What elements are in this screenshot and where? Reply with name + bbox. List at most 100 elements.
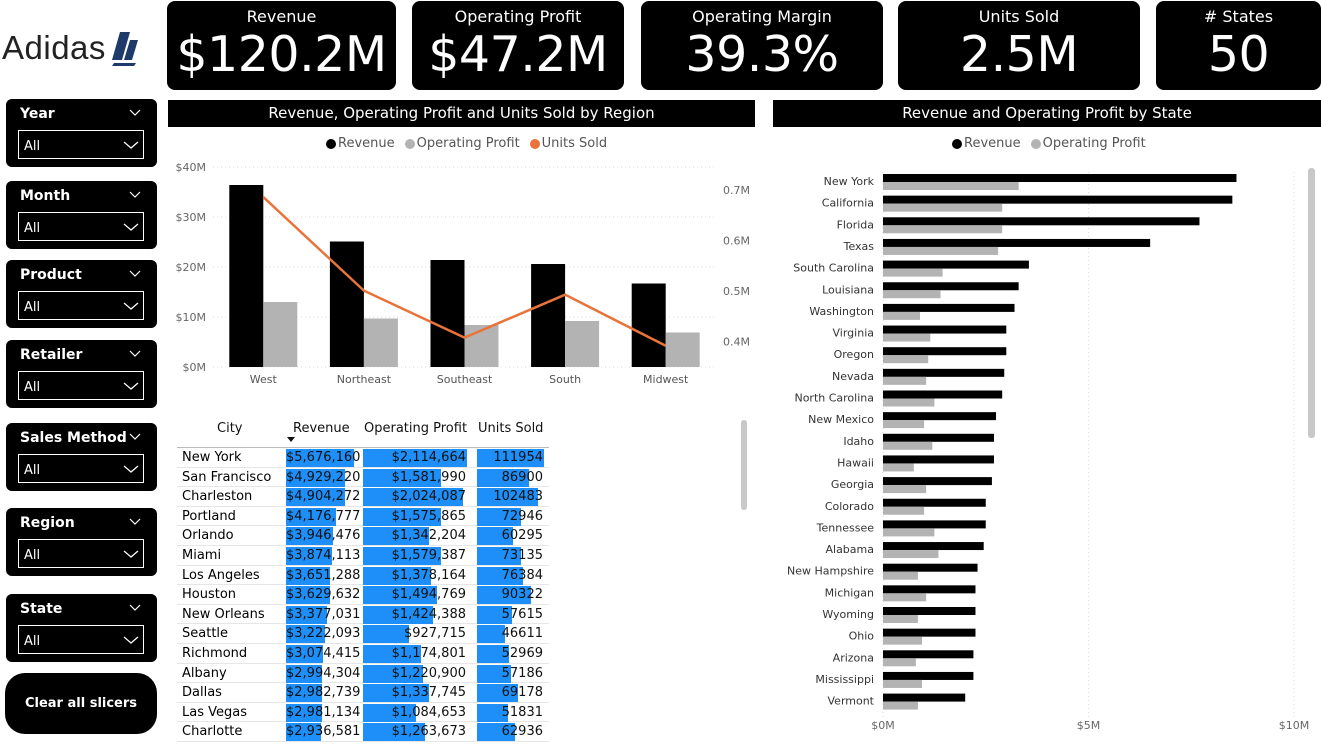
- state-chart-scrollbar[interactable]: [1308, 168, 1315, 438]
- revenue-bar[interactable]: [883, 347, 1007, 356]
- revenue-bar[interactable]: [883, 217, 1200, 226]
- revenue-bar[interactable]: [229, 185, 264, 367]
- legend-item-revenue[interactable]: Revenue: [326, 136, 395, 151]
- revenue-bar[interactable]: [883, 585, 976, 594]
- revenue-bar[interactable]: [883, 563, 978, 572]
- operating-profit-bar[interactable]: [883, 355, 929, 364]
- operating-profit-bar[interactable]: [665, 332, 700, 368]
- revenue-bar[interactable]: [883, 238, 1151, 247]
- table-row[interactable]: Albany $2,994,304 $1,220,900 57186: [177, 664, 549, 684]
- revenue-bar[interactable]: [631, 283, 666, 368]
- revenue-bar[interactable]: [883, 650, 974, 659]
- operating-profit-bar[interactable]: [883, 376, 927, 385]
- revenue-bar[interactable]: [883, 282, 1019, 291]
- slicer-dropdown-month[interactable]: All: [18, 212, 144, 241]
- chevron-down-icon[interactable]: [129, 348, 141, 358]
- revenue-bar[interactable]: [883, 477, 992, 486]
- operating-profit-bar[interactable]: [883, 333, 931, 342]
- col-header-units-sold[interactable]: Units Sold: [478, 421, 544, 436]
- operating-profit-bar[interactable]: [883, 463, 914, 472]
- revenue-bar[interactable]: [430, 260, 465, 367]
- chevron-down-icon[interactable]: [129, 516, 141, 526]
- revenue-bar[interactable]: [329, 241, 364, 368]
- revenue-bar[interactable]: [883, 260, 1029, 269]
- slicer-dropdown-sales-method[interactable]: All: [18, 454, 144, 483]
- table-row[interactable]: New York $5,676,160 $2,114,664 111954: [177, 448, 549, 468]
- clear-all-slicers-button[interactable]: Clear all slicers: [5, 673, 157, 734]
- revenue-bar[interactable]: [883, 368, 1005, 377]
- table-row[interactable]: Orlando $3,946,476 $1,342,204 60295: [177, 526, 549, 546]
- operating-profit-bar[interactable]: [883, 593, 927, 602]
- legend-item-operating-profit[interactable]: Operating Profit: [404, 136, 520, 151]
- revenue-bar[interactable]: [883, 412, 997, 421]
- col-header-revenue[interactable]: Revenue: [293, 421, 350, 436]
- table-row[interactable]: Portland $4,176,777 $1,575,865 72946: [177, 507, 549, 527]
- operating-profit-bar[interactable]: [883, 636, 923, 645]
- operating-profit-bar[interactable]: [883, 182, 1019, 190]
- revenue-bar[interactable]: [883, 325, 1007, 334]
- operating-profit-bar[interactable]: [565, 321, 600, 367]
- operating-profit-bar[interactable]: [883, 701, 918, 710]
- operating-profit-bar[interactable]: [883, 571, 918, 580]
- legend-item-operating-profit[interactable]: Operating Profit: [1030, 136, 1146, 151]
- chevron-down-icon[interactable]: [129, 602, 141, 612]
- table-scrollbar[interactable]: [741, 420, 747, 510]
- table-row[interactable]: New Orleans $3,377,031 $1,424,388 57615: [177, 605, 549, 625]
- revenue-bar[interactable]: [883, 390, 1003, 399]
- revenue-bar[interactable]: [883, 498, 986, 507]
- operating-profit-bar[interactable]: [464, 325, 499, 367]
- slicer-dropdown-product[interactable]: All: [18, 291, 144, 320]
- revenue-bar[interactable]: [883, 607, 976, 615]
- operating-profit-bar[interactable]: [883, 679, 923, 688]
- table-row[interactable]: Richmond $3,074,415 $1,174,801 52969: [177, 644, 549, 664]
- col-header-operating-profit[interactable]: Operating Profit: [364, 421, 468, 436]
- revenue-bar[interactable]: [883, 195, 1233, 204]
- revenue-bar[interactable]: [883, 671, 974, 680]
- table-row[interactable]: Los Angeles $3,651,288 $1,378,164 76384: [177, 566, 549, 586]
- col-header-city[interactable]: City: [217, 421, 243, 436]
- operating-profit-bar[interactable]: [883, 506, 925, 515]
- legend-item-revenue[interactable]: Revenue: [952, 136, 1021, 151]
- chevron-down-icon[interactable]: [129, 107, 141, 117]
- table-row[interactable]: Las Vegas $2,981,134 $1,084,653 51831: [177, 703, 549, 723]
- slicer-dropdown-retailer[interactable]: All: [18, 371, 144, 400]
- operating-profit-bar[interactable]: [363, 318, 398, 368]
- chevron-down-icon[interactable]: [129, 189, 141, 199]
- operating-profit-bar[interactable]: [883, 290, 941, 299]
- operating-profit-bar[interactable]: [883, 658, 916, 667]
- revenue-bar[interactable]: [883, 520, 986, 529]
- slicer-dropdown-year[interactable]: All: [18, 130, 144, 159]
- revenue-bar[interactable]: [531, 264, 566, 367]
- operating-profit-bar[interactable]: [883, 420, 925, 429]
- chevron-down-icon[interactable]: [129, 268, 141, 278]
- revenue-bar[interactable]: [883, 693, 966, 702]
- operating-profit-bar[interactable]: [883, 398, 935, 407]
- operating-profit-bar[interactable]: [263, 302, 298, 367]
- table-row[interactable]: Seattle $3,222,093 $927,715 46611: [177, 624, 549, 644]
- table-row[interactable]: Houston $3,629,632 $1,494,769 90322: [177, 585, 549, 605]
- operating-profit-bar[interactable]: [883, 441, 933, 450]
- table-row[interactable]: Charleston $4,904,272 $2,024,087 102483: [177, 487, 549, 507]
- table-row[interactable]: Charlotte $2,936,581 $1,263,673 62936: [177, 722, 549, 742]
- legend-item-units-sold[interactable]: Units Sold: [529, 136, 607, 151]
- operating-profit-bar[interactable]: [883, 225, 1003, 234]
- slicer-dropdown-state[interactable]: All: [18, 625, 144, 654]
- table-row[interactable]: Miami $3,874,113 $1,579,387 73135: [177, 546, 549, 566]
- units-sold-line[interactable]: [262, 196, 667, 347]
- revenue-bar[interactable]: [883, 303, 1015, 312]
- revenue-bar[interactable]: [883, 174, 1237, 182]
- table-row[interactable]: San Francisco $4,929,220 $1,581,990 86900: [177, 468, 549, 488]
- operating-profit-bar[interactable]: [883, 311, 920, 320]
- operating-profit-bar[interactable]: [883, 528, 935, 537]
- revenue-bar[interactable]: [883, 455, 994, 464]
- operating-profit-bar[interactable]: [883, 268, 943, 277]
- table-row[interactable]: Dallas $2,982,739 $1,337,745 69178: [177, 683, 549, 703]
- operating-profit-bar[interactable]: [883, 615, 918, 623]
- revenue-bar[interactable]: [883, 628, 976, 637]
- slicer-dropdown-region[interactable]: All: [18, 539, 144, 568]
- revenue-bar[interactable]: [883, 542, 984, 551]
- revenue-bar[interactable]: [883, 433, 994, 442]
- operating-profit-bar[interactable]: [883, 203, 1003, 212]
- chevron-down-icon[interactable]: [129, 431, 141, 441]
- operating-profit-bar[interactable]: [883, 550, 939, 559]
